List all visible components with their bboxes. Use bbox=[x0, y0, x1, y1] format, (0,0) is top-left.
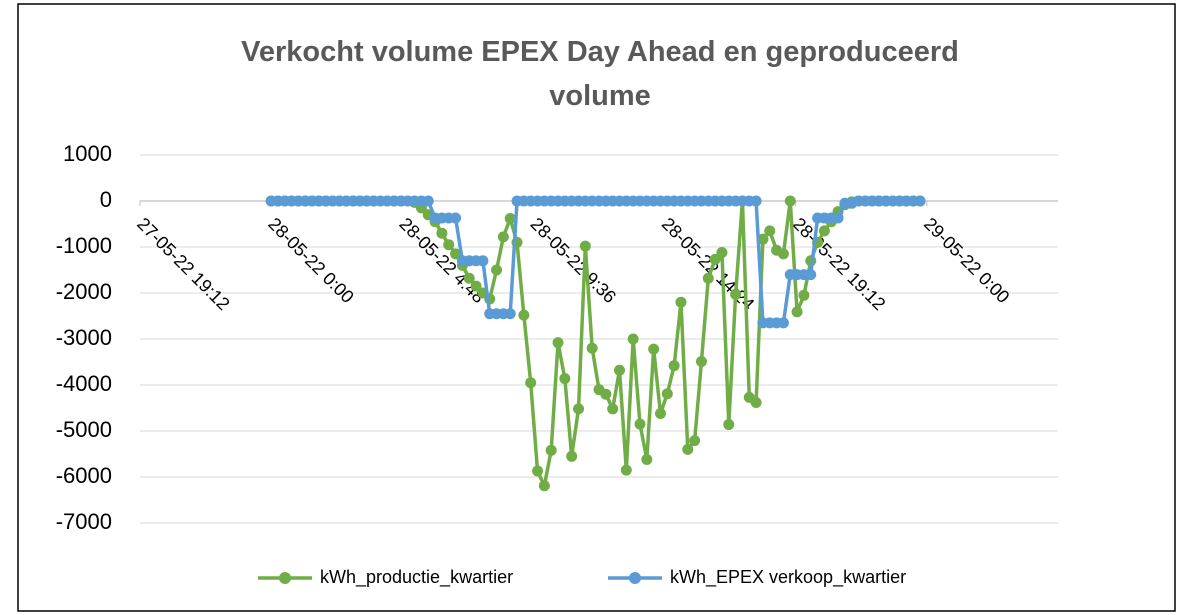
data-point bbox=[532, 465, 544, 477]
data-point bbox=[477, 255, 489, 267]
data-point bbox=[497, 231, 509, 243]
data-point bbox=[634, 418, 646, 430]
data-point bbox=[443, 239, 455, 251]
chart-border bbox=[17, 3, 1176, 612]
data-point bbox=[695, 356, 707, 368]
data-point bbox=[641, 454, 653, 466]
y-tick-label: -3000 bbox=[56, 325, 112, 350]
data-point bbox=[573, 403, 585, 415]
y-tick-label: 1000 bbox=[63, 141, 112, 166]
data-point bbox=[470, 280, 482, 292]
data-point bbox=[620, 464, 632, 476]
data-point bbox=[450, 248, 462, 260]
data-point bbox=[579, 240, 591, 252]
y-tick-label: -1000 bbox=[56, 233, 112, 258]
data-point bbox=[914, 195, 926, 207]
y-tick-label: 0 bbox=[100, 187, 112, 212]
data-point bbox=[668, 360, 680, 372]
data-point bbox=[559, 373, 571, 385]
data-point bbox=[613, 364, 625, 376]
data-point bbox=[566, 450, 578, 462]
legend-label: kWh_productie_kwartier bbox=[320, 567, 513, 588]
legend-label: kWh_EPEX verkoop_kwartier bbox=[670, 567, 906, 588]
data-point bbox=[716, 247, 728, 259]
data-point bbox=[648, 343, 660, 355]
data-point bbox=[777, 248, 789, 260]
data-point bbox=[504, 308, 516, 320]
data-point bbox=[607, 403, 619, 415]
data-point bbox=[545, 444, 557, 456]
data-point bbox=[818, 225, 830, 237]
data-point bbox=[422, 195, 434, 207]
data-point bbox=[552, 337, 564, 349]
data-point bbox=[702, 272, 714, 284]
y-tick-label: -5000 bbox=[56, 417, 112, 442]
data-point bbox=[784, 195, 796, 207]
data-point bbox=[436, 227, 448, 239]
data-point bbox=[730, 288, 742, 300]
y-tick-label: -2000 bbox=[56, 279, 112, 304]
data-point bbox=[764, 225, 776, 237]
data-point bbox=[682, 443, 694, 455]
data-point bbox=[491, 264, 503, 276]
data-point bbox=[723, 419, 735, 431]
y-tick-label: -6000 bbox=[56, 463, 112, 488]
data-point bbox=[463, 272, 475, 284]
data-point bbox=[654, 408, 666, 420]
data-point bbox=[661, 388, 673, 400]
data-point bbox=[757, 233, 769, 245]
data-point bbox=[805, 269, 817, 281]
data-point bbox=[538, 480, 550, 492]
data-point bbox=[791, 306, 803, 318]
y-tick-label: -4000 bbox=[56, 371, 112, 396]
data-point bbox=[750, 396, 762, 408]
data-point bbox=[450, 212, 462, 224]
data-point bbox=[600, 388, 612, 400]
data-point bbox=[627, 333, 639, 345]
data-point bbox=[504, 212, 516, 224]
y-tick-label: -7000 bbox=[56, 509, 112, 534]
data-point bbox=[586, 342, 598, 354]
data-point bbox=[798, 289, 810, 301]
data-point bbox=[832, 212, 844, 224]
data-point bbox=[518, 309, 530, 321]
data-point bbox=[525, 377, 537, 389]
data-point bbox=[750, 195, 762, 207]
legend-marker bbox=[279, 572, 291, 584]
data-point bbox=[709, 253, 721, 265]
chart-title: Verkocht volume EPEX Day Ahead en geprod… bbox=[241, 36, 959, 112]
legend-marker bbox=[629, 572, 641, 584]
data-point bbox=[675, 296, 687, 308]
data-point bbox=[689, 435, 701, 447]
data-point bbox=[777, 317, 789, 329]
